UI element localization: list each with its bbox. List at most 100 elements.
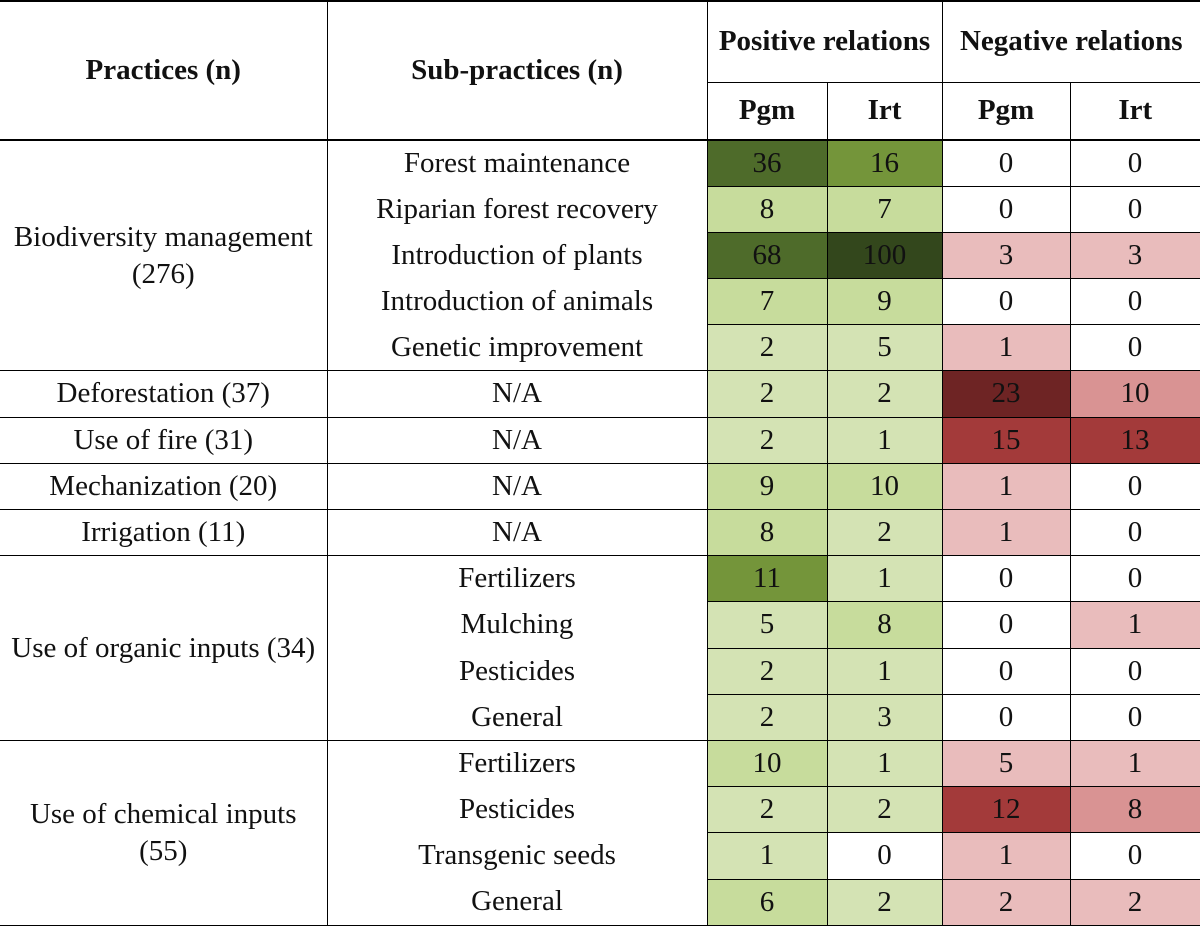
positive-pgm-cell: 68 [706,231,828,280]
practice-cell: Biodiversity management (276) [0,140,328,372]
sub-practice-cell: N/A [327,463,708,511]
header-negative-pgm: Pgm [942,82,1071,141]
table-row: General 2 3 0 0 [0,693,1200,741]
negative-irt-cell: 0 [1069,278,1200,326]
header-practices: Practices (n) [0,0,328,141]
negative-pgm-cell: 1 [941,508,1071,557]
sub-practice-cell: Fertilizers [327,740,708,787]
positive-irt-cell: 2 [826,878,943,926]
negative-pgm-cell: 0 [941,278,1071,326]
negative-pgm-cell: 3 [941,231,1071,280]
positive-pgm-cell: 2 [706,786,828,834]
positive-pgm-cell: 11 [706,555,828,603]
header-negative-relations: Negative relations [942,0,1200,83]
negative-irt-cell: 8 [1069,786,1200,834]
sub-practice-cell: Pesticides [327,786,708,833]
positive-pgm-cell: 8 [706,185,828,233]
negative-irt-cell: 0 [1069,647,1200,695]
positive-irt-cell: 9 [826,278,943,326]
practice-cell: Use of fire (31) [0,417,328,464]
negative-pgm-cell: 0 [941,139,1071,187]
positive-irt-cell: 2 [826,370,943,418]
negative-irt-cell: 3 [1069,231,1200,280]
negative-irt-cell: 0 [1069,324,1200,372]
sub-practice-cell: N/A [327,509,708,557]
sub-practice-cell: Transgenic seeds [327,832,708,879]
negative-pgm-cell: 2 [941,878,1071,926]
negative-irt-cell: 0 [1069,555,1200,603]
header-positive-relations: Positive relations [707,0,943,83]
practice-cell: Irrigation (11) [0,509,328,557]
positive-pgm-cell: 2 [706,647,828,695]
sub-practice-cell: N/A [327,417,708,464]
negative-pgm-cell: 15 [941,416,1071,464]
table-body: Biodiversity management (276) Forest main… [0,139,1200,926]
sub-practice-cell: Genetic improvement [327,324,708,372]
positive-irt-cell: 0 [826,832,943,880]
positive-pgm-cell: 8 [706,508,828,557]
negative-irt-cell: 2 [1069,878,1200,926]
negative-pgm-cell: 1 [941,832,1071,880]
positive-irt-cell: 5 [826,324,943,372]
positive-irt-cell: 16 [826,139,943,187]
negative-irt-cell: 1 [1069,739,1200,788]
negative-irt-cell: 0 [1069,508,1200,557]
practice-cell: Deforestation (37) [0,370,328,418]
positive-irt-cell: 3 [826,693,943,741]
table-row: Mulching 5 8 0 1 [0,601,1200,649]
negative-pgm-cell: 0 [941,693,1071,741]
practice-cell: Use of chemical inputs (55) [0,740,328,926]
positive-irt-cell: 1 [826,647,943,695]
negative-irt-cell: 0 [1069,693,1200,741]
positive-pgm-cell: 7 [706,278,828,326]
positive-pgm-cell: 1 [706,832,828,880]
sub-practice-cell: Introduction of animals [327,278,708,325]
header-sub-practices: Sub-practices (n) [327,0,708,141]
positive-irt-cell: 7 [826,185,943,233]
negative-pgm-cell: 0 [941,185,1071,233]
positive-irt-cell: 8 [826,601,943,649]
positive-irt-cell: 100 [826,231,943,280]
sub-practice-cell: General [327,694,708,741]
sub-practice-cell: Introduction of plants [327,232,708,279]
table-row: General 6 2 2 2 [0,878,1200,926]
table-row: Irrigation (11) N/A 8 2 1 0 [0,508,1200,557]
sub-practice-cell: Forest maintenance [327,140,708,187]
table-row: Use of organic inputs (34) Fertilizers 11 1… [0,555,1200,741]
positive-irt-cell: 1 [826,739,943,788]
sub-practice-cell: Fertilizers [327,555,708,602]
negative-irt-cell: 1 [1069,601,1200,649]
table-row: Mechanization (20) N/A 9 10 1 0 [0,462,1200,511]
negative-pgm-cell: 1 [941,324,1071,372]
table-row: Use of chemical inputs (55) Fertilizers 10… [0,739,1200,926]
positive-irt-cell: 1 [826,555,943,603]
table-row: Riparian forest recovery 8 7 0 0 [0,185,1200,233]
negative-pgm-cell: 0 [941,601,1071,649]
positive-pgm-cell: 2 [706,693,828,741]
negative-irt-cell: 0 [1069,832,1200,880]
negative-pgm-cell: 12 [941,786,1071,834]
positive-pgm-cell: 2 [706,416,828,464]
negative-pgm-cell: 0 [941,647,1071,695]
negative-pgm-cell: 5 [941,739,1071,788]
negative-irt-cell: 13 [1069,416,1200,464]
positive-pgm-cell: 10 [706,739,828,788]
table-row: Pesticides 2 1 0 0 [0,647,1200,695]
negative-pgm-cell: 23 [941,370,1071,418]
sub-practice-cell: General [327,879,708,926]
positive-pgm-cell: 2 [706,324,828,372]
header-positive-pgm: Pgm [707,82,828,141]
practice-cell: Mechanization (20) [0,463,328,511]
practice-cell: Use of organic inputs (34) [0,555,328,741]
negative-irt-cell: 0 [1069,185,1200,233]
positive-pgm-cell: 9 [706,462,828,511]
sub-practice-cell: Pesticides [327,648,708,695]
table-row: Introduction of animals 7 9 0 0 [0,278,1200,326]
sub-practice-cell: N/A [327,370,708,418]
table-row: Introduction of plants 68 100 3 3 [0,231,1200,280]
positive-irt-cell: 1 [826,416,943,464]
negative-irt-cell: 0 [1069,139,1200,187]
table-row: Transgenic seeds 1 0 1 0 [0,832,1200,880]
negative-pgm-cell: 0 [941,555,1071,603]
